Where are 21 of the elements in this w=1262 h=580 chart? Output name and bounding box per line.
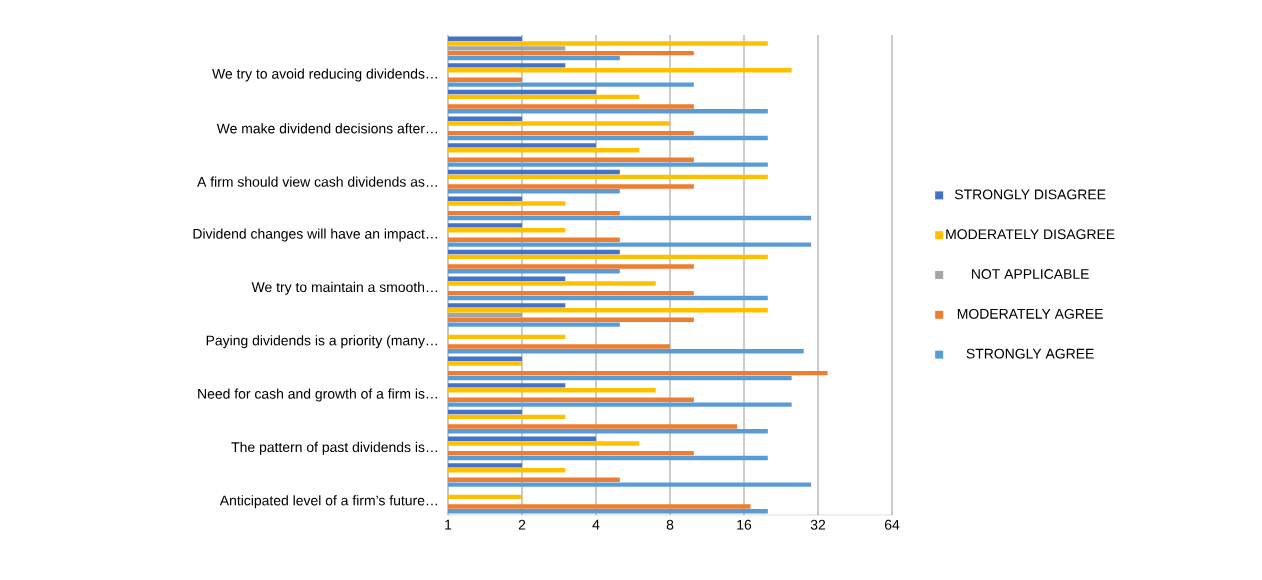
y-tick-label: We try to avoid reducing dividends… (212, 68, 437, 82)
x-tick-label: 8 (666, 519, 674, 530)
y-tick-label: A firm should view cash dividends as… (197, 176, 437, 187)
legend-label: STRONGLY AGREE (966, 348, 1094, 359)
y-tick-label: We make dividend decisions after… (216, 123, 437, 134)
legend-label: NOT APPLICABLE (971, 269, 1089, 279)
y-tick-label: Anticipated level of a firm’s future… (219, 495, 438, 509)
x-tick-label: 4 (592, 519, 600, 530)
y-tick-label: We try to maintain a smooth… (251, 281, 438, 295)
x-tick-label: 2 (518, 519, 526, 530)
x-tick-label: 64 (884, 519, 900, 530)
x-tick-label: 16 (737, 519, 752, 530)
y-tick-label: Need for cash and growth of a firm is… (198, 388, 437, 402)
legend-label: MODERATELY DISAGREE (946, 229, 1115, 240)
y-tick-label: The pattern of past dividends is… (231, 441, 438, 455)
y-tick-label: Paying dividends is a priority (many… (206, 335, 437, 349)
x-tick-label: 32 (810, 519, 826, 530)
x-tick-label: 1 (445, 519, 452, 530)
legend-label: MODERATELY AGREE (957, 308, 1103, 319)
y-tick-label: Dividend changes will have an impact… (193, 228, 437, 242)
legend-label: STRONGLY DISAGREE (954, 189, 1106, 200)
